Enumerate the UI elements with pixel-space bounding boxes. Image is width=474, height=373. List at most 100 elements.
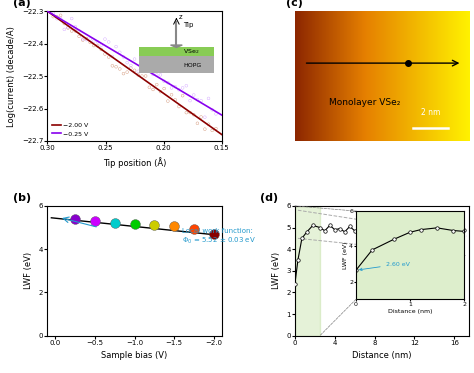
Point <box>131 56 138 62</box>
Point <box>146 84 153 90</box>
Point <box>197 98 205 104</box>
X-axis label: Distance (nm): Distance (nm) <box>352 351 412 360</box>
Point <box>64 24 72 30</box>
Point <box>186 110 194 116</box>
Point <box>190 112 198 117</box>
Text: (a): (a) <box>12 0 30 8</box>
Point <box>149 87 157 93</box>
Point <box>131 68 138 73</box>
Point <box>164 80 172 86</box>
Point <box>153 82 161 88</box>
Point <box>119 54 127 60</box>
Point <box>138 64 146 70</box>
Point <box>112 44 120 50</box>
Point <box>109 53 116 59</box>
Point <box>138 73 146 79</box>
Point <box>94 39 101 45</box>
Point <box>156 89 164 95</box>
Point <box>156 72 164 78</box>
Point <box>53 14 61 20</box>
Point <box>201 114 209 120</box>
Point <box>57 12 64 18</box>
Text: Monolayer VSe₂: Monolayer VSe₂ <box>329 98 401 107</box>
Point <box>205 95 212 101</box>
Point <box>194 120 201 126</box>
Point <box>91 219 99 225</box>
Point <box>142 73 149 79</box>
Point <box>98 42 105 48</box>
Point <box>172 97 179 103</box>
Text: (b): (b) <box>12 193 31 203</box>
Point <box>82 37 90 43</box>
Point <box>82 35 90 41</box>
Point <box>123 69 131 75</box>
Point <box>111 220 118 226</box>
Point <box>182 110 190 116</box>
Legend: −2.00 V, −0.25 V: −2.00 V, −0.25 V <box>51 122 90 138</box>
Point <box>197 114 205 120</box>
X-axis label: Sample bias (V): Sample bias (V) <box>101 351 168 360</box>
Point <box>168 92 175 98</box>
Point <box>49 14 57 20</box>
Point <box>75 34 83 40</box>
Point <box>149 72 157 78</box>
Point <box>90 38 98 44</box>
Point <box>179 93 186 98</box>
Point <box>105 39 112 45</box>
Point <box>86 40 94 46</box>
Point <box>168 85 175 91</box>
Point <box>212 111 220 117</box>
Point <box>116 66 124 72</box>
Text: (c): (c) <box>286 0 303 8</box>
Point <box>212 126 220 132</box>
Point <box>86 36 94 42</box>
Point <box>72 216 79 222</box>
Text: 2 nm: 2 nm <box>421 108 441 117</box>
Point <box>90 43 98 48</box>
Point <box>75 28 83 34</box>
Point <box>123 60 131 66</box>
Point <box>201 126 209 132</box>
Point <box>153 72 161 78</box>
Point <box>142 65 149 70</box>
Text: Local work function:
$\Phi_0$ = 5.52 $\pm$ 0.03 eV: Local work function: $\Phi_0$ = 5.52 $\p… <box>182 228 256 246</box>
Y-axis label: Log(current) (decade/A): Log(current) (decade/A) <box>7 26 16 126</box>
Point <box>112 64 120 70</box>
Point <box>57 16 64 22</box>
Point <box>186 98 194 104</box>
Point <box>94 43 101 49</box>
Point <box>72 24 79 30</box>
Point <box>205 121 212 127</box>
Point <box>170 223 178 229</box>
Point <box>49 10 57 16</box>
Point <box>194 97 201 103</box>
Point <box>68 28 75 34</box>
Point <box>172 84 179 90</box>
Point <box>131 221 138 227</box>
Bar <box>295 206 320 336</box>
Point <box>109 63 116 69</box>
Point <box>68 16 75 22</box>
Point <box>160 78 168 84</box>
Point <box>116 49 124 55</box>
Point <box>61 26 68 32</box>
Point <box>61 21 68 26</box>
Y-axis label: LWF (eV): LWF (eV) <box>272 252 281 289</box>
Y-axis label: LWF (eV): LWF (eV) <box>24 252 33 289</box>
Point <box>175 87 182 93</box>
Point <box>164 98 172 104</box>
Point <box>182 83 190 89</box>
Point <box>53 16 61 22</box>
Point <box>210 231 218 236</box>
Point <box>135 72 142 78</box>
Point <box>101 36 109 42</box>
Point <box>101 51 109 57</box>
Point <box>127 62 135 68</box>
Point <box>209 128 216 134</box>
Point <box>179 85 186 91</box>
Point <box>119 70 127 76</box>
X-axis label: Tip position (Å): Tip position (Å) <box>103 157 166 167</box>
Point <box>190 92 198 98</box>
Point <box>72 28 79 34</box>
Point <box>209 107 216 113</box>
